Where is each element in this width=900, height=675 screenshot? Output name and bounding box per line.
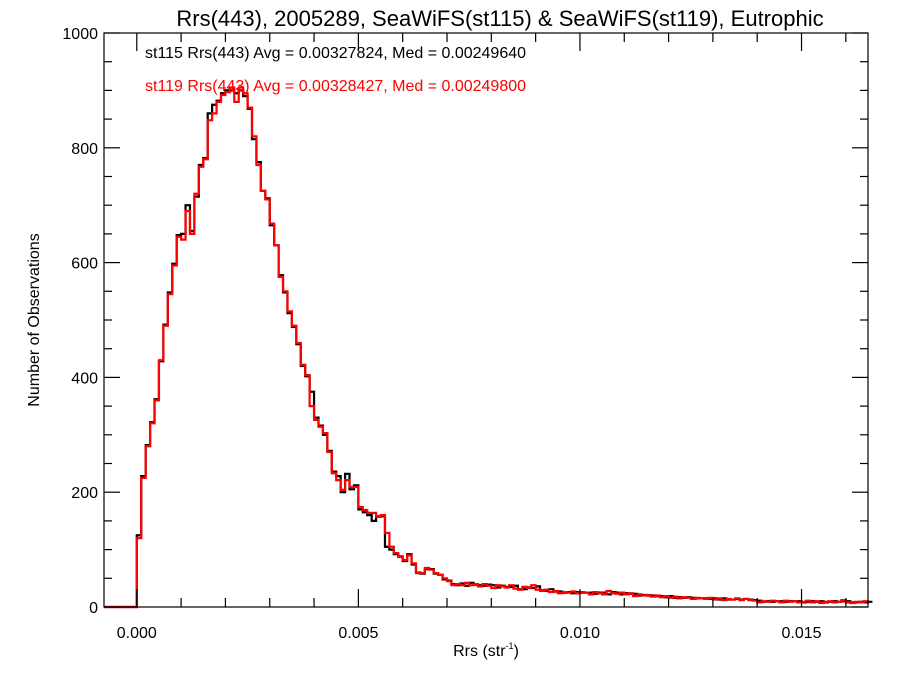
x-tick-label: 0.005 (338, 625, 378, 642)
plot-frame (103, 32, 869, 608)
y-tick-label: 600 (71, 256, 98, 273)
legend-entry-st119: st119 Rrs(443) Avg = 0.00328427, Med = 0… (145, 78, 526, 95)
series-st115-line (104, 89, 873, 609)
x-axis-label-superscript: -1 (506, 641, 514, 651)
x-tick-label: 0.015 (782, 625, 822, 642)
tick-labels: 0.000 0.005 0.010 0.015 0 200 400 600 800 1000 (62, 26, 821, 642)
x-axis-label-text: Rrs (str (453, 643, 506, 660)
series-st119-line (104, 86, 870, 609)
x-axis-label-close: ) (514, 643, 519, 660)
y-tick-label: 800 (71, 141, 98, 158)
y-axis-label: Number of Observations (26, 233, 43, 406)
chart-title: Rrs(443), 2005289, SeaWiFS(st115) & SeaW… (176, 6, 823, 31)
legend-entry-st115: st115 Rrs(443) Avg = 0.00327824, Med = 0… (145, 45, 526, 62)
y-tick-label: 200 (71, 485, 98, 502)
y-tick-label: 0 (89, 600, 98, 617)
x-tick-label: 0.010 (560, 625, 600, 642)
axis-ticks (104, 32, 868, 608)
y-tick-label: 400 (71, 370, 98, 387)
y-tick-label: 1000 (62, 26, 98, 43)
x-axis-label: Rrs (str-1) (453, 641, 519, 660)
series-layer (104, 86, 873, 609)
x-tick-label: 0.000 (117, 625, 157, 642)
